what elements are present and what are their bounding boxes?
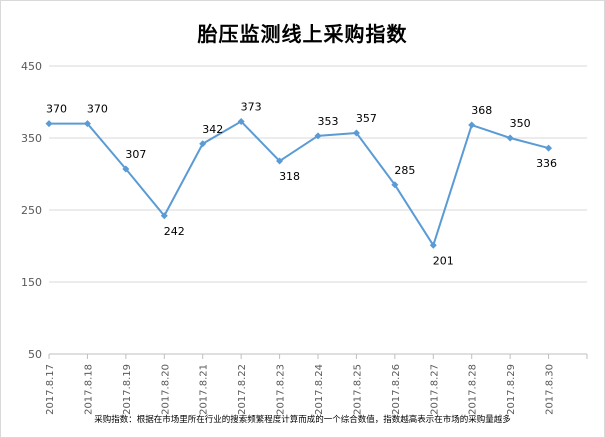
data-label: 242 — [164, 225, 185, 238]
data-label: 350 — [510, 117, 531, 130]
series-path — [49, 120, 549, 247]
x-tick-label: 2017.8.17 — [45, 364, 56, 415]
data-label: 373 — [241, 100, 262, 113]
data-label: 342 — [202, 123, 223, 136]
data-label: 307 — [125, 148, 146, 161]
data-point — [545, 144, 553, 152]
gridlines — [49, 65, 587, 355]
x-tick-label: 2017.8.26 — [391, 364, 402, 415]
data-label: 201 — [433, 254, 454, 267]
data-point — [314, 132, 322, 140]
y-tick-label: 250 — [21, 204, 42, 217]
data-label: 336 — [536, 157, 557, 170]
data-label: 285 — [394, 164, 415, 177]
data-label: 357 — [356, 112, 377, 125]
data-point — [199, 140, 207, 148]
x-tick-label: 2017.8.18 — [83, 364, 94, 415]
data-point — [122, 165, 130, 173]
x-tick-label: 2017.8.19 — [122, 364, 133, 415]
chart-title: 胎压监测线上采购指数 — [197, 22, 408, 46]
x-tick-label: 2017.8.22 — [237, 364, 248, 415]
data-point — [83, 120, 91, 128]
y-tick-label: 50 — [28, 348, 42, 361]
x-tick-label: 2017.8.28 — [468, 364, 479, 415]
data-point — [506, 134, 514, 142]
data-point — [391, 181, 399, 189]
x-tick-label: 2017.8.25 — [352, 364, 363, 415]
data-point — [276, 157, 284, 165]
chart-footnote: 采购指数：根据在市场里所在行业的搜索频繁程度计算而成的一个综合数值，指数越高表示… — [94, 415, 511, 425]
x-tick-label: 2017.8.30 — [545, 364, 556, 415]
data-label: 353 — [318, 115, 339, 128]
x-tick-label: 2017.8.21 — [199, 364, 210, 415]
data-label: 370 — [46, 103, 67, 116]
data-label: 318 — [279, 170, 300, 183]
data-labels: 370 370 307 242 342 373 318 353 357 285 201 368 350 3… — [46, 100, 557, 267]
data-label: 368 — [471, 104, 492, 117]
data-label: 370 — [87, 103, 108, 116]
data-point — [45, 120, 53, 128]
y-tick-label: 450 — [21, 60, 42, 73]
x-tick-label: 2017.8.20 — [160, 364, 171, 415]
data-point — [429, 241, 437, 249]
data-point — [237, 117, 245, 125]
x-tick-label: 2017.8.29 — [506, 364, 517, 415]
series-line — [45, 117, 553, 249]
y-tick-label: 350 — [21, 132, 42, 145]
data-point — [352, 129, 360, 137]
y-axis: 450 350 250 150 50 — [21, 60, 42, 361]
data-point — [160, 212, 168, 220]
x-tick-label: 2017.8.23 — [276, 364, 287, 415]
y-tick-label: 150 — [21, 276, 42, 289]
x-axis: 2017.8.17 2017.8.18 2017.8.19 2017.8.20 2017… — [45, 354, 588, 415]
x-tick-label: 2017.8.24 — [314, 364, 325, 415]
x-tick-label: 2017.8.27 — [429, 364, 440, 415]
data-point — [468, 121, 476, 129]
